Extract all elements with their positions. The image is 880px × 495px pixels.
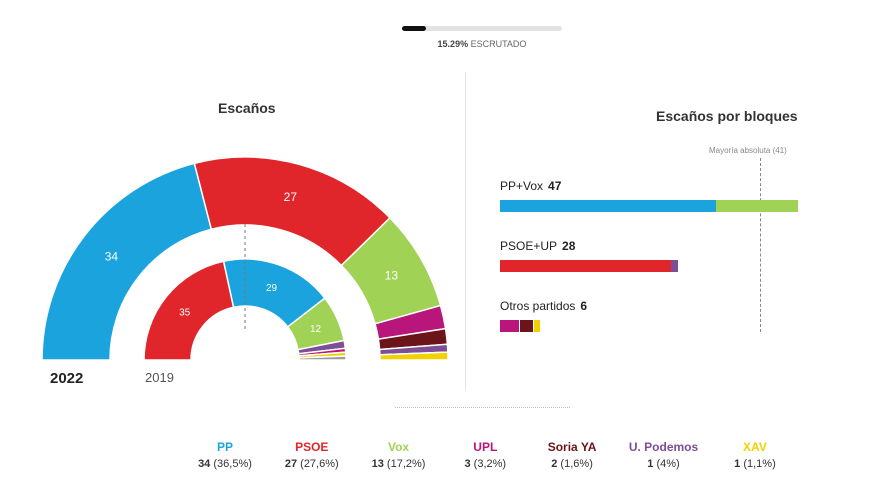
- seat-label-2019-psoe: 35: [179, 307, 191, 318]
- block-pp-vox: PP+Vox 47: [500, 179, 798, 212]
- legend-party-result: 1 (4%): [647, 458, 680, 470]
- block-segment-upl: [500, 320, 520, 332]
- seat-label-2019-vox: 12: [310, 324, 322, 335]
- year-previous: 2019: [145, 370, 174, 385]
- block-total: 6: [580, 299, 588, 313]
- legend-party-name: PSOE: [295, 440, 329, 454]
- progress-track: [402, 26, 562, 31]
- legend-item-pp: PP 34 (36,5%): [195, 440, 255, 470]
- progress-text: 15.29% ESCRUTADO: [402, 39, 562, 49]
- legend-party-result: 3 (3,2%): [464, 458, 507, 470]
- progress-fill: [402, 26, 427, 31]
- legend-party-name: XAV: [743, 440, 767, 454]
- legend-percent: 1,1%: [747, 458, 773, 470]
- block-name: PP+Vox: [500, 179, 544, 193]
- legend-party-name: PP: [216, 440, 233, 454]
- results-legend: PP 34 (36,5%) PSOE 27 (27,6%) Vox 13 (17,2%) U…: [195, 440, 785, 470]
- legend-percent: 1,6%: [564, 458, 590, 470]
- blocks-title: Escaños por bloques: [656, 108, 798, 124]
- legend-percent: 17,2%: [390, 458, 422, 470]
- legend-party-result: 2 (1,6%): [551, 458, 593, 470]
- divider: [465, 72, 466, 390]
- majority-line: [760, 158, 761, 332]
- block-psoe-up: PSOE+UP 28: [500, 239, 678, 272]
- seat-label-2022-psoe: 27: [284, 190, 298, 204]
- legend-item-psoe: PSOE 27 (27,6%): [282, 440, 342, 470]
- block-segment-vox: [715, 200, 798, 212]
- legend-seats: 2: [551, 458, 558, 470]
- block-segment-psoe: [500, 260, 672, 272]
- legend-party-name: Vox: [387, 440, 410, 454]
- legend-item-u-podemos: U. Podemos 1 (4%): [629, 440, 698, 470]
- block-bar: [500, 320, 587, 332]
- legend-percent: 36,5%: [217, 458, 249, 470]
- legend-seats: 34: [198, 458, 211, 470]
- seat-label-2022-vox: 13: [385, 269, 399, 283]
- legend-seats: 27: [284, 458, 298, 470]
- legend-seats: 1: [734, 458, 741, 470]
- legend-item-soria-ya: Soria YA 2 (1,6%): [542, 440, 602, 470]
- block-bar: [500, 200, 798, 212]
- legend-party-name: UPL: [473, 440, 498, 454]
- block-label: Otros partidos 6: [500, 299, 587, 313]
- seat-arc-2019-otros: [298, 355, 347, 361]
- block-total: 47: [548, 179, 562, 193]
- legend-party-name: Soria YA: [547, 440, 597, 454]
- block-name: PSOE+UP: [500, 239, 558, 253]
- legend-seats: 13: [371, 458, 384, 470]
- legend-percent: 3,2%: [477, 458, 503, 470]
- legend-item-upl: UPL 3 (3,2%): [455, 440, 515, 470]
- block-segment-u-podemos: [671, 260, 678, 272]
- legend-seats: 3: [464, 458, 471, 470]
- legend-party-name: U. Podemos: [628, 440, 699, 454]
- legend-percent: 4%: [660, 458, 677, 470]
- block-segment-pp: [500, 200, 716, 212]
- legend-item-vox: Vox 13 (17,2%): [369, 440, 429, 470]
- legend-party-result: 1 (1,1%): [734, 458, 776, 470]
- block-segment-soria-ya: [520, 320, 533, 332]
- block-total: 28: [562, 239, 576, 253]
- parliament-chart: 34 27 13 35 29 12: [41, 156, 449, 361]
- block-label: PP+Vox 47: [500, 179, 798, 193]
- block-segment-xav: [533, 320, 541, 332]
- seat-label-2022-pp: 34: [105, 249, 119, 263]
- block-label: PSOE+UP 28: [500, 239, 678, 253]
- legend-party-result: 13 (17,2%): [371, 458, 426, 470]
- legend-party-result: 27 (27,6%): [284, 458, 339, 470]
- legend-party-result: 34 (36,5%): [198, 458, 252, 470]
- seat-arc-2019-psoe: [143, 260, 235, 361]
- year-current: 2022: [50, 370, 84, 387]
- scrutiny-progress: 15.29% ESCRUTADO: [402, 26, 562, 49]
- seat-arc-2022-xav: [379, 351, 449, 361]
- progress-percent: 15.29%: [437, 39, 469, 49]
- legend-percent: 27,6%: [303, 458, 336, 470]
- majority-label: Mayoría absoluta (41): [709, 146, 787, 155]
- block-bar: [500, 260, 678, 272]
- block-name: Otros partidos: [500, 299, 576, 313]
- legend-seats: 1: [647, 458, 654, 470]
- progress-label: ESCRUTADO: [470, 39, 527, 49]
- seat-label-2019-pp: 29: [266, 283, 278, 294]
- legend-item-xav: XAV 1 (1,1%): [725, 440, 785, 470]
- block-otros-partidos: Otros partidos 6: [500, 299, 587, 332]
- dotted-separator: [395, 407, 570, 408]
- seats-title: Escaños: [218, 100, 276, 116]
